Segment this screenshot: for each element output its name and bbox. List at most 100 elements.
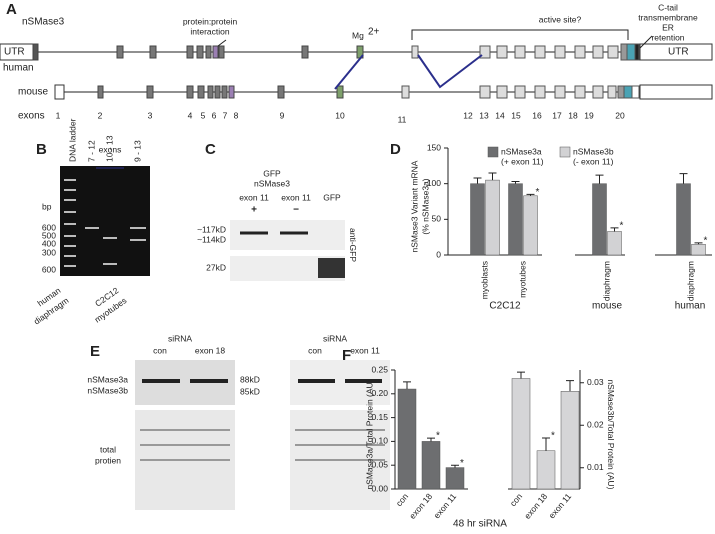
lane: exon 18 — [195, 345, 226, 355]
exon-number: 14 — [495, 110, 505, 120]
y-tick-label: 100 — [427, 178, 441, 188]
bar — [676, 183, 691, 256]
lane: + — [251, 205, 257, 216]
exon-number: 16 — [532, 110, 542, 120]
lane-label: 10 - 13 — [104, 135, 114, 162]
error-bar — [566, 380, 574, 392]
bar — [523, 195, 538, 256]
size: 500 — [42, 230, 56, 240]
size: ~114kD — [197, 234, 226, 244]
bp: bp — [42, 201, 52, 211]
sirna: siRNA — [168, 333, 192, 343]
y-axis-label: nSMase3 Variant mRNA — [409, 160, 419, 252]
error-bar — [427, 437, 435, 442]
error-bar — [517, 371, 525, 379]
exon-number: 1 — [56, 110, 61, 120]
gfp: GFP — [323, 192, 341, 202]
exon-number: 8 — [234, 110, 239, 120]
band: nSMase3b — [87, 385, 128, 395]
lane-label: DNA ladder — [67, 118, 77, 162]
legend-label: nSMase3b — [573, 146, 614, 156]
exon-number: 18 — [568, 110, 578, 120]
x-tick-label: myoblasts — [479, 261, 489, 299]
y-tick-label: 150 — [427, 142, 441, 152]
annotation: 2+ — [368, 27, 380, 38]
x-tick-label: con — [508, 491, 525, 508]
panel-label: F — [342, 347, 351, 364]
error-bar — [679, 173, 688, 184]
y-tick-label: 50 — [432, 214, 442, 224]
exon: exon 11 — [281, 192, 311, 202]
y-tick-label: 0.10 — [371, 436, 388, 446]
x-tick-label: exon 18 — [522, 491, 549, 521]
group: mouse — [592, 301, 622, 312]
annotation: ER — [662, 22, 674, 32]
x-tick-label: myotubes — [517, 261, 527, 298]
exon-number: 4 — [188, 110, 193, 120]
y-tick-label: 0.02 — [587, 420, 604, 430]
x-tick-label: con — [394, 491, 411, 508]
y-axis-label: nSMase3a/Total Protein (AU) — [364, 379, 374, 489]
significance: * — [460, 458, 464, 469]
y-tick-label: 0.20 — [371, 388, 388, 398]
exon-number: 19 — [584, 110, 594, 120]
error-bar — [610, 227, 619, 232]
y-tick-label: 0.05 — [371, 459, 388, 469]
exon-number: 7 — [223, 110, 228, 120]
size: 88kD — [240, 374, 260, 384]
bar — [508, 183, 523, 256]
utr: UTR — [4, 47, 25, 58]
exon-number: 13 — [479, 110, 489, 120]
x-label: 48 hr siRNA — [453, 519, 507, 530]
lane: exon 11 — [350, 345, 380, 355]
x-tick-label: exon 18 — [407, 491, 434, 521]
utr: UTR — [668, 47, 689, 58]
size: 85kD — [240, 386, 260, 396]
construct: GFP — [263, 168, 281, 178]
annotation: interaction — [190, 26, 229, 36]
size: 400 — [42, 238, 56, 248]
bar — [607, 231, 622, 256]
annotation: protein:protein — [183, 16, 238, 26]
panel-label: B — [36, 141, 47, 158]
error-bar — [403, 381, 411, 390]
exon-number: 12 — [463, 110, 473, 120]
legend-note: (- exon 11) — [573, 156, 614, 166]
exon-number: 3 — [148, 110, 153, 120]
y-tick-label: 0.03 — [587, 377, 604, 387]
lane-label: 7 - 12 — [86, 140, 96, 162]
error-bar — [542, 437, 550, 451]
legend-swatch — [559, 146, 571, 158]
bar — [536, 450, 556, 490]
annotation: active site? — [539, 14, 582, 24]
bar — [445, 467, 465, 490]
exon-number: 9 — [280, 110, 285, 120]
annotation: C-tail — [658, 2, 678, 12]
error-bar — [451, 464, 459, 468]
legend-swatch — [487, 146, 499, 158]
y-tick-label: 0.15 — [371, 412, 388, 422]
x-tick-label: diaphragm — [685, 261, 695, 301]
exon-number: 17 — [552, 110, 562, 120]
sirna: siRNA — [323, 333, 347, 343]
significance: * — [551, 431, 555, 442]
bar — [421, 441, 441, 490]
bar — [592, 183, 607, 256]
size: 27kD — [206, 262, 226, 272]
bar — [397, 388, 417, 490]
y-tick-label: 0 — [436, 249, 441, 259]
error-bar — [473, 177, 482, 184]
gene-title: nSMase3 — [22, 17, 65, 28]
chart: 0.01 0.02 0.03 nSMase3b/Total Protein (AU) *… — [508, 370, 616, 521]
legend-label: nSMase3a — [501, 146, 542, 156]
size: 600 — [42, 264, 56, 274]
group: C2C12 — [489, 301, 521, 312]
annotation: Mg — [352, 30, 364, 40]
size: 600 — [42, 222, 56, 232]
exon-number: 20 — [615, 110, 625, 120]
total: total — [100, 444, 116, 454]
exon-number: 15 — [511, 110, 521, 120]
group: human — [675, 301, 706, 312]
y-tick-label: 0.00 — [371, 483, 388, 493]
